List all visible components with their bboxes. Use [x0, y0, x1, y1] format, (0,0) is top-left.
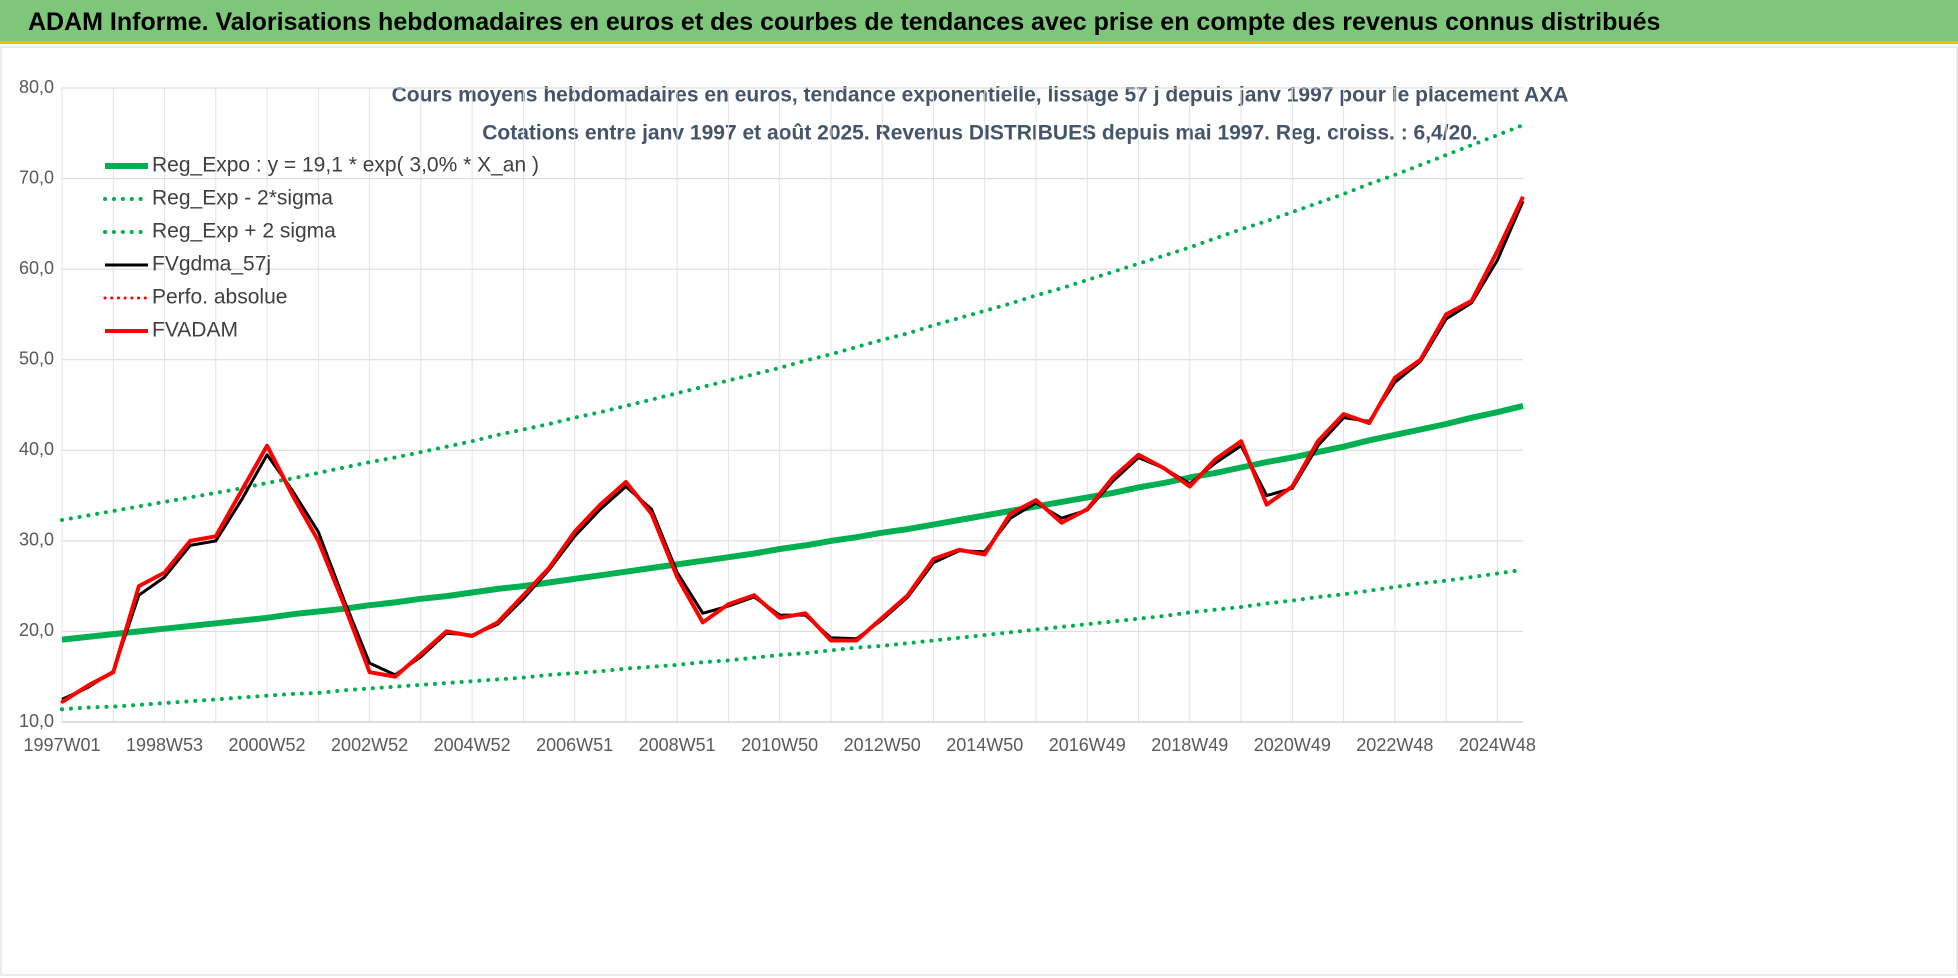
- x-tick-label: 2008W51: [639, 735, 716, 755]
- series-line: [60, 567, 1525, 712]
- legend-label: Reg_Expo : y = 19,1 * exp( 3,0% * X_an ): [152, 154, 539, 177]
- x-tick-label: 2010W50: [741, 735, 818, 755]
- header-title: ADAM Informe. Valorisations hebdomadaire…: [28, 8, 1661, 36]
- y-tick-label: 60,0: [19, 258, 54, 278]
- header: ADAM Informe. Valorisations hebdomadaire…: [0, 0, 1958, 44]
- y-tick-label: 30,0: [19, 530, 54, 550]
- chart-title: Cours moyens hebdomadaires en euros, ten…: [392, 84, 1569, 107]
- y-tick-label: 80,0: [19, 77, 54, 97]
- y-tick-label: 40,0: [19, 439, 54, 459]
- series-line: [60, 195, 1525, 704]
- chart-frame: [0, 46, 1958, 976]
- x-tick-label: 2012W50: [844, 735, 921, 755]
- series-line: [61, 402, 1524, 643]
- legend-label: FVADAM: [152, 319, 238, 342]
- x-tick-label: 2014W50: [946, 735, 1023, 755]
- x-tick-label: 2018W49: [1151, 735, 1228, 755]
- x-tick-label: 2022W48: [1356, 735, 1433, 755]
- legend-label: FVgdma_57j: [152, 253, 271, 276]
- series-line: [60, 123, 1525, 522]
- y-tick-label: 10,0: [19, 711, 54, 731]
- legend-label: Reg_Exp - 2*sigma: [152, 187, 333, 210]
- series-line: [60, 195, 1525, 704]
- x-tick-label: 2024W48: [1459, 735, 1536, 755]
- x-tick-label: 1998W53: [126, 735, 203, 755]
- x-tick-label: 2000W52: [229, 735, 306, 755]
- chart: Cours moyens hebdomadaires en euros, ten…: [0, 46, 1958, 976]
- x-tick-label: 2002W52: [331, 735, 408, 755]
- x-tick-label: 2020W49: [1254, 735, 1331, 755]
- x-tick-label: 1997W01: [23, 735, 100, 755]
- y-tick-label: 50,0: [19, 348, 54, 368]
- x-tick-label: 2016W49: [1049, 735, 1126, 755]
- chart-subtitle: Cotations entre janv 1997 et août 2025. …: [482, 122, 1478, 145]
- y-tick-label: 70,0: [19, 167, 54, 187]
- legend-label: Reg_Exp + 2 sigma: [152, 220, 336, 243]
- legend-label: Perfo. absolue: [152, 286, 287, 309]
- y-tick-label: 20,0: [19, 620, 54, 640]
- x-tick-label: 2004W52: [434, 735, 511, 755]
- x-tick-label: 2006W51: [536, 735, 613, 755]
